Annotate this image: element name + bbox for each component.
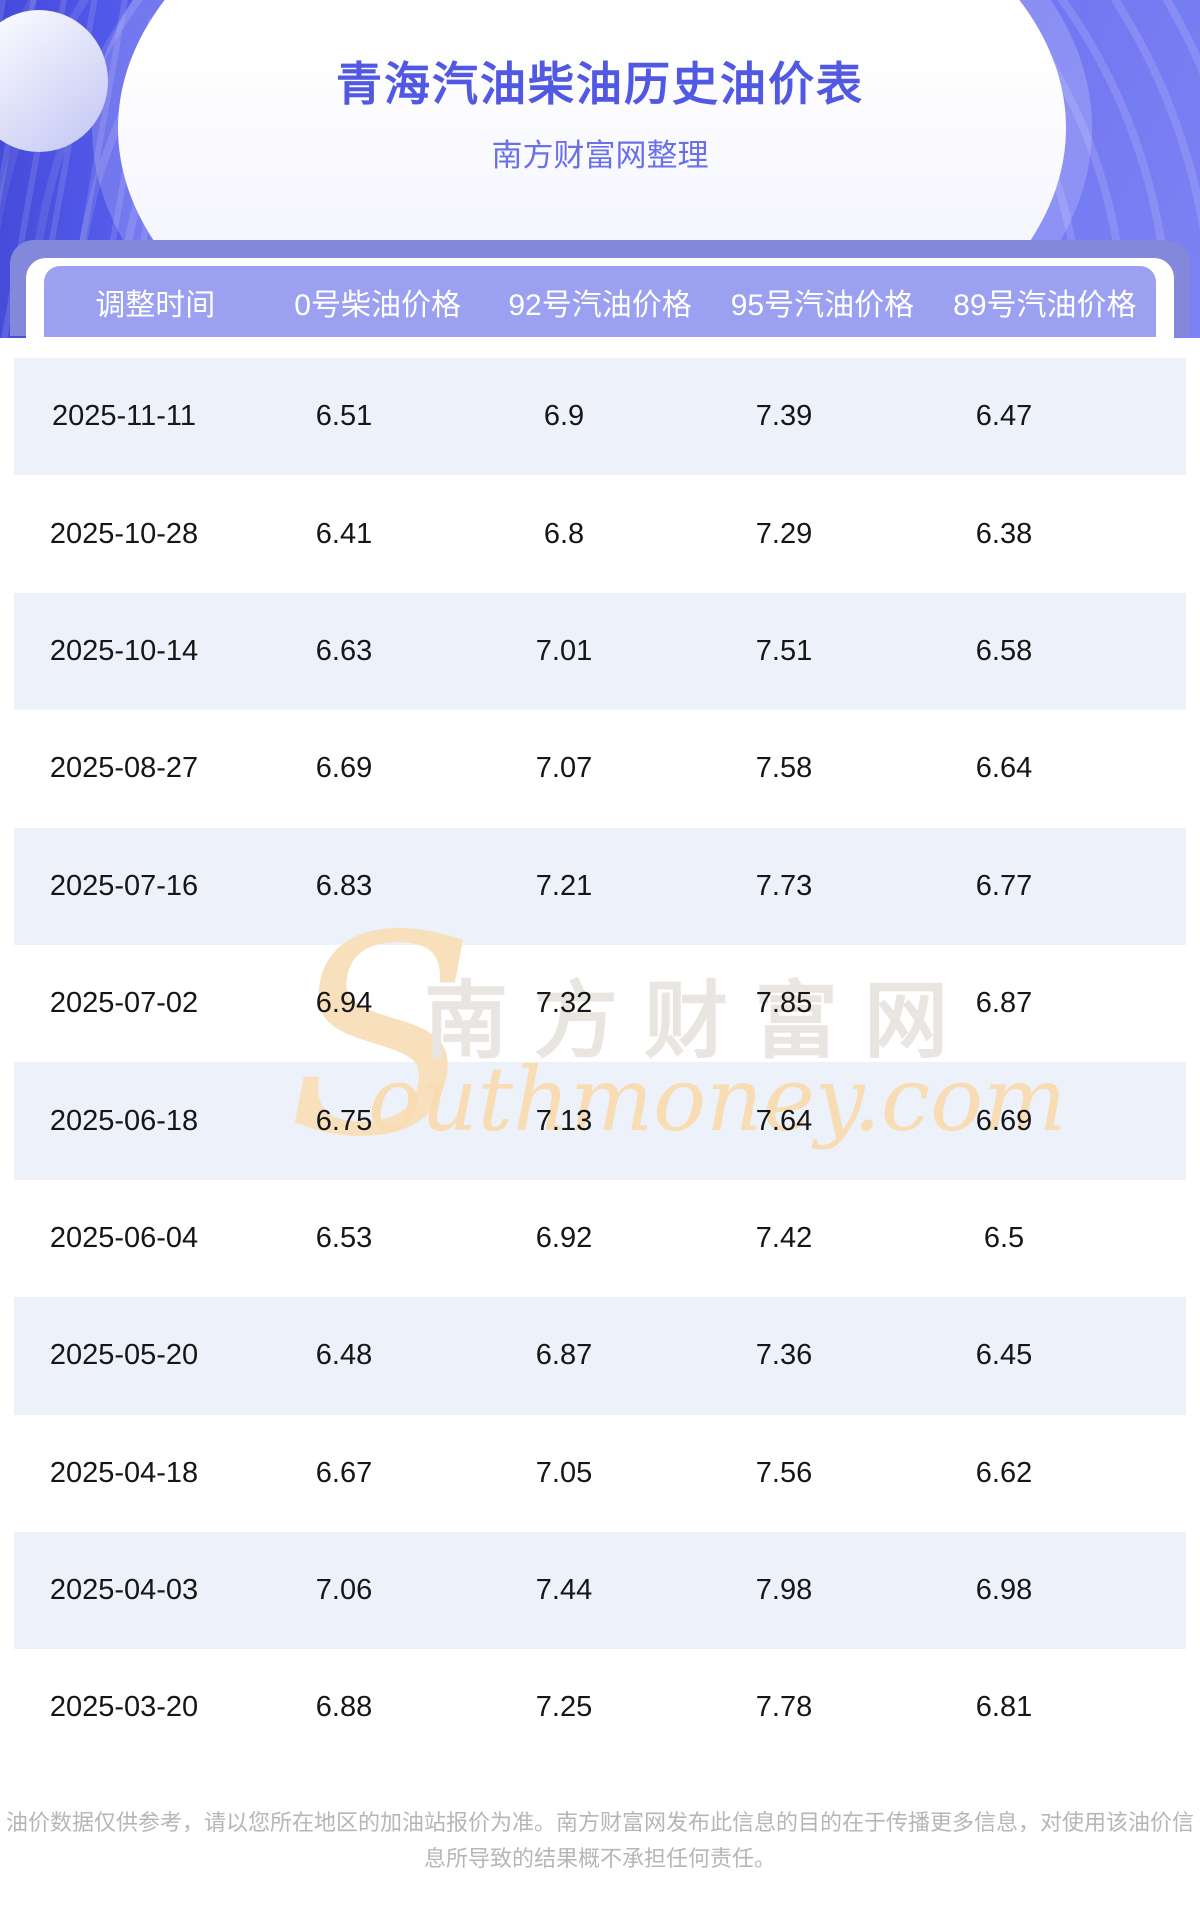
footer-disclaimer: 油价数据仅供参考，请以您所在地区的加油站报价为准。南方财富网发布此信息的目的在于… xyxy=(6,1810,1195,1871)
column-header-adjust-time: 调整时间 xyxy=(95,288,216,322)
price-cell: 6.69 xyxy=(975,1104,1033,1137)
price-cell: 6.63 xyxy=(315,634,373,667)
table-row: 2025-07-16 6.83 7.21 7.73 6.77 xyxy=(14,827,1186,945)
price-cell: 7.64 xyxy=(755,1104,813,1137)
price-cell: 6.87 xyxy=(535,1339,593,1372)
column-header-gas-92: 92号汽油价格 xyxy=(508,288,692,322)
price-cell: 6.45 xyxy=(975,1339,1033,1372)
price-cell: 7.01 xyxy=(535,634,593,667)
price-cell: 7.32 xyxy=(535,987,593,1020)
price-cell: 6.75 xyxy=(315,1104,373,1137)
price-cell: 6.67 xyxy=(315,1456,373,1489)
price-cell: 6.51 xyxy=(315,400,373,433)
table-row: 2025-10-14 6.63 7.01 7.51 6.58 xyxy=(14,592,1186,711)
price-cell: 6.69 xyxy=(315,752,373,785)
table-row: 2025-06-18 6.75 7.13 7.64 6.69 xyxy=(14,1062,1186,1180)
table-row: 2025-07-02 6.94 7.32 7.85 6.87 xyxy=(14,944,1186,1063)
price-cell: 7.06 xyxy=(315,1574,373,1607)
price-cell: 7.58 xyxy=(755,752,813,785)
circle-decoration xyxy=(0,10,108,152)
price-cell: 7.85 xyxy=(755,987,813,1020)
price-table-body: 2025-11-11 6.51 6.9 7.39 6.47 2025-10-28… xyxy=(14,358,1186,1767)
table-row: 2025-06-04 6.53 6.92 7.42 6.5 xyxy=(14,1179,1186,1298)
price-cell: 6.47 xyxy=(975,400,1033,433)
price-cell: 7.29 xyxy=(755,517,813,550)
column-header-gas-89: 89号汽油价格 xyxy=(953,288,1137,322)
price-cell: 7.21 xyxy=(535,869,593,902)
table-row: 2025-10-28 6.41 6.8 7.29 6.38 xyxy=(14,475,1186,593)
table-row: 2025-03-20 6.88 7.25 7.78 6.81 xyxy=(14,1649,1186,1767)
date-cell: 2025-03-20 xyxy=(49,1691,199,1724)
price-cell: 6.81 xyxy=(975,1691,1033,1724)
date-cell: 2025-07-02 xyxy=(49,987,199,1020)
price-cell: 7.25 xyxy=(535,1691,593,1724)
price-cell: 7.05 xyxy=(535,1456,593,1489)
price-cell: 7.56 xyxy=(755,1456,813,1489)
price-cell: 6.5 xyxy=(983,1221,1025,1254)
price-cell: 6.58 xyxy=(975,634,1033,667)
price-cell: 7.98 xyxy=(755,1574,813,1607)
price-cell: 7.51 xyxy=(755,634,813,667)
price-cell: 6.8 xyxy=(543,517,585,550)
price-cell: 6.77 xyxy=(975,869,1033,902)
price-cell: 6.53 xyxy=(315,1221,373,1254)
price-cell: 6.88 xyxy=(315,1691,373,1724)
price-cell: 6.38 xyxy=(975,517,1033,550)
date-cell: 2025-06-04 xyxy=(49,1221,199,1254)
price-cell: 7.42 xyxy=(755,1221,813,1254)
price-cell: 7.07 xyxy=(535,752,593,785)
page-subtitle: 南方财富网整理 xyxy=(491,138,709,173)
table-header-row: 调整时间 0号柴油价格 92号汽油价格 95号汽油价格 89号汽油价格 xyxy=(44,266,1156,337)
date-cell: 2025-05-20 xyxy=(49,1339,199,1372)
price-cell: 6.48 xyxy=(315,1339,373,1372)
price-cell: 6.94 xyxy=(315,987,373,1020)
price-cell: 7.44 xyxy=(535,1574,593,1607)
price-cell: 7.39 xyxy=(755,400,813,433)
date-cell: 2025-04-18 xyxy=(49,1456,199,1489)
page-title: 青海汽油柴油历史油价表 xyxy=(336,58,864,110)
table-row: 2025-11-11 6.51 6.9 7.39 6.47 xyxy=(14,358,1186,476)
date-cell: 2025-10-28 xyxy=(49,517,199,550)
price-cell: 6.9 xyxy=(543,400,585,433)
price-cell: 7.73 xyxy=(755,869,813,902)
table-row: 2025-08-27 6.69 7.07 7.58 6.64 xyxy=(14,710,1186,828)
price-cell: 6.62 xyxy=(975,1456,1033,1489)
page-header-banner: 青海汽油柴油历史油价表 南方财富网整理 xyxy=(0,0,1200,338)
date-cell: 2025-11-11 xyxy=(51,400,197,433)
date-cell: 2025-08-27 xyxy=(49,752,199,785)
price-cell: 7.78 xyxy=(755,1691,813,1724)
date-cell: 2025-10-14 xyxy=(49,634,199,667)
date-cell: 2025-07-16 xyxy=(49,869,199,902)
price-cell: 6.98 xyxy=(975,1574,1033,1607)
price-cell: 7.36 xyxy=(755,1339,813,1372)
column-header-diesel-0: 0号柴油价格 xyxy=(294,288,461,322)
price-cell: 6.83 xyxy=(315,869,373,902)
table-row: 2025-05-20 6.48 6.87 7.36 6.45 xyxy=(14,1297,1186,1415)
price-cell: 6.64 xyxy=(975,752,1033,785)
date-cell: 2025-04-03 xyxy=(49,1574,199,1607)
table-row: 2025-04-03 7.06 7.44 7.98 6.98 xyxy=(14,1531,1186,1650)
price-cell: 7.13 xyxy=(535,1104,593,1137)
price-cell: 6.87 xyxy=(975,987,1033,1020)
date-cell: 2025-06-18 xyxy=(49,1104,199,1137)
column-header-gas-95: 95号汽油价格 xyxy=(730,288,915,322)
price-cell: 6.92 xyxy=(535,1221,593,1254)
table-row: 2025-04-18 6.67 7.05 7.56 6.62 xyxy=(14,1414,1186,1532)
price-cell: 6.41 xyxy=(315,517,373,550)
